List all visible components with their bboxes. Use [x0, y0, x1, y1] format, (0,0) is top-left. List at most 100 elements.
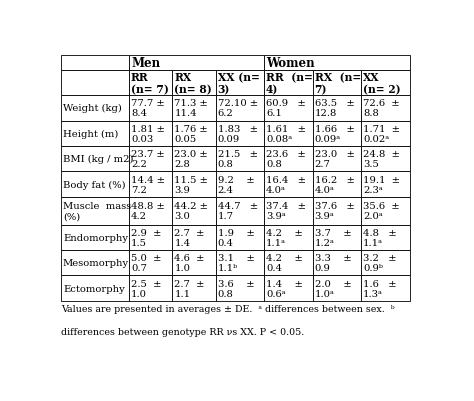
Text: differences between genotype RR νs XX. P < 0.05.: differences between genotype RR νs XX. P… — [61, 327, 304, 336]
Bar — [129, 275, 173, 301]
Bar — [313, 172, 361, 197]
Text: 2.7  ±
1.1: 2.7 ± 1.1 — [174, 279, 205, 298]
Bar — [129, 56, 264, 71]
Bar — [361, 172, 410, 197]
Text: 2.7  ±
1.4: 2.7 ± 1.4 — [174, 228, 205, 247]
Text: RX  (n=
7): RX (n= 7) — [315, 72, 361, 95]
Bar — [129, 250, 173, 275]
Bar — [361, 121, 410, 147]
Bar — [313, 275, 361, 301]
Bar — [61, 197, 129, 225]
Text: 2.5  ±
1.0: 2.5 ± 1.0 — [131, 279, 161, 298]
Bar — [61, 71, 129, 96]
Bar — [264, 250, 313, 275]
Text: 4.6  ±
1.0: 4.6 ± 1.0 — [174, 253, 205, 273]
Bar — [173, 225, 216, 250]
Text: 72.10 ±
6.2: 72.10 ± 6.2 — [218, 99, 258, 118]
Text: RR  (n=
4): RR (n= 4) — [266, 72, 313, 95]
Text: 3.7    ±
1.2ᵃ: 3.7 ± 1.2ᵃ — [315, 228, 351, 247]
Text: 3.2   ±
0.9ᵇ: 3.2 ± 0.9ᵇ — [363, 253, 397, 273]
Bar — [313, 96, 361, 121]
Bar — [173, 71, 216, 96]
Text: Body fat (%): Body fat (%) — [63, 180, 126, 189]
Text: 16.4   ±
4.0ᵃ: 16.4 ± 4.0ᵃ — [266, 175, 306, 194]
Text: BMI (kg / m2): BMI (kg / m2) — [63, 155, 133, 164]
Bar — [173, 147, 216, 172]
Text: 1.66   ±
0.09ᵃ: 1.66 ± 0.09ᵃ — [315, 124, 354, 144]
Text: 72.6  ±
8.8: 72.6 ± 8.8 — [363, 99, 400, 118]
Text: 1.61   ±
0.08ᵃ: 1.61 ± 0.08ᵃ — [266, 124, 306, 144]
Text: 1.71  ±
0.02ᵃ: 1.71 ± 0.02ᵃ — [363, 124, 400, 144]
Text: Values are presented in averages ± DE.  ᵃ differences between sex.  ᵇ: Values are presented in averages ± DE. ᵃ… — [61, 305, 395, 314]
Bar — [361, 71, 410, 96]
Text: 21.5   ±
0.8: 21.5 ± 0.8 — [218, 150, 257, 169]
Text: 23.6   ±
0.8: 23.6 ± 0.8 — [266, 150, 306, 169]
Bar — [61, 172, 129, 197]
Bar — [216, 172, 264, 197]
Text: 2.0    ±
1.0ᵃ: 2.0 ± 1.0ᵃ — [315, 279, 351, 298]
Bar — [216, 250, 264, 275]
Text: 2.9  ±
1.5: 2.9 ± 1.5 — [131, 228, 161, 247]
Text: Ectomorphy: Ectomorphy — [63, 284, 125, 293]
Bar — [173, 197, 216, 225]
Bar — [216, 71, 264, 96]
Text: 9.2    ±
2.4: 9.2 ± 2.4 — [218, 175, 254, 194]
Bar — [361, 275, 410, 301]
Text: Muscle  mass
(%): Muscle mass (%) — [63, 202, 131, 221]
Bar — [61, 96, 129, 121]
Bar — [216, 197, 264, 225]
Text: Weight (kg): Weight (kg) — [63, 104, 122, 113]
Bar — [61, 250, 129, 275]
Bar — [173, 250, 216, 275]
Text: RX
(n= 8): RX (n= 8) — [174, 72, 212, 95]
Bar — [173, 172, 216, 197]
Text: 77.7 ±
8.4: 77.7 ± 8.4 — [131, 99, 164, 118]
Text: Height (m): Height (m) — [63, 130, 118, 138]
Bar — [264, 147, 313, 172]
Text: 71.3 ±
11.4: 71.3 ± 11.4 — [174, 99, 208, 118]
Bar — [264, 275, 313, 301]
Bar — [361, 250, 410, 275]
Bar — [61, 121, 129, 147]
Bar — [264, 225, 313, 250]
Bar — [264, 56, 410, 71]
Bar — [264, 197, 313, 225]
Bar — [61, 225, 129, 250]
Text: 23.0 ±
2.8: 23.0 ± 2.8 — [174, 150, 208, 169]
Text: 23.0   ±
2.7: 23.0 ± 2.7 — [315, 150, 355, 169]
Text: 35.6  ±
2.0ᵃ: 35.6 ± 2.0ᵃ — [363, 202, 400, 221]
Bar — [129, 172, 173, 197]
Bar — [129, 197, 173, 225]
Text: 3.1    ±
1.1ᵇ: 3.1 ± 1.1ᵇ — [218, 253, 255, 273]
Bar — [361, 225, 410, 250]
Text: 1.9    ±
0.4: 1.9 ± 0.4 — [218, 228, 255, 247]
Bar — [264, 71, 313, 96]
Text: Endomorphy: Endomorphy — [63, 233, 128, 242]
Bar — [313, 197, 361, 225]
Bar — [216, 147, 264, 172]
Bar — [129, 147, 173, 172]
Text: 16.2   ±
4.0ᵃ: 16.2 ± 4.0ᵃ — [315, 175, 355, 194]
Text: 23.7 ±
2.2: 23.7 ± 2.2 — [131, 150, 164, 169]
Text: 63.5   ±
12.8: 63.5 ± 12.8 — [315, 99, 354, 118]
Text: 1.83   ±
0.09: 1.83 ± 0.09 — [218, 124, 257, 144]
Text: 5.0  ±
0.7: 5.0 ± 0.7 — [131, 253, 161, 273]
Bar — [129, 71, 173, 96]
Bar — [264, 96, 313, 121]
Text: 48.8 ±
4.2: 48.8 ± 4.2 — [131, 202, 164, 221]
Bar — [61, 147, 129, 172]
Bar — [173, 275, 216, 301]
Text: 1.6   ±
1.3ᵃ: 1.6 ± 1.3ᵃ — [363, 279, 397, 298]
Bar — [129, 121, 173, 147]
Text: 60.9   ±
6.1: 60.9 ± 6.1 — [266, 99, 306, 118]
Text: RR
(n= 7): RR (n= 7) — [131, 72, 169, 95]
Text: 14.4 ±
7.2: 14.4 ± 7.2 — [131, 175, 165, 194]
Text: 11.5 ±
3.9: 11.5 ± 3.9 — [174, 175, 208, 194]
Bar — [361, 96, 410, 121]
Text: 4.2    ±
0.4: 4.2 ± 0.4 — [266, 253, 303, 273]
Text: 44.7   ±
1.7: 44.7 ± 1.7 — [218, 202, 258, 221]
Text: XX (n=
3): XX (n= 3) — [218, 72, 259, 95]
Bar — [216, 121, 264, 147]
Text: 4.2    ±
1.1ᵃ: 4.2 ± 1.1ᵃ — [266, 228, 303, 247]
Bar — [129, 96, 173, 121]
